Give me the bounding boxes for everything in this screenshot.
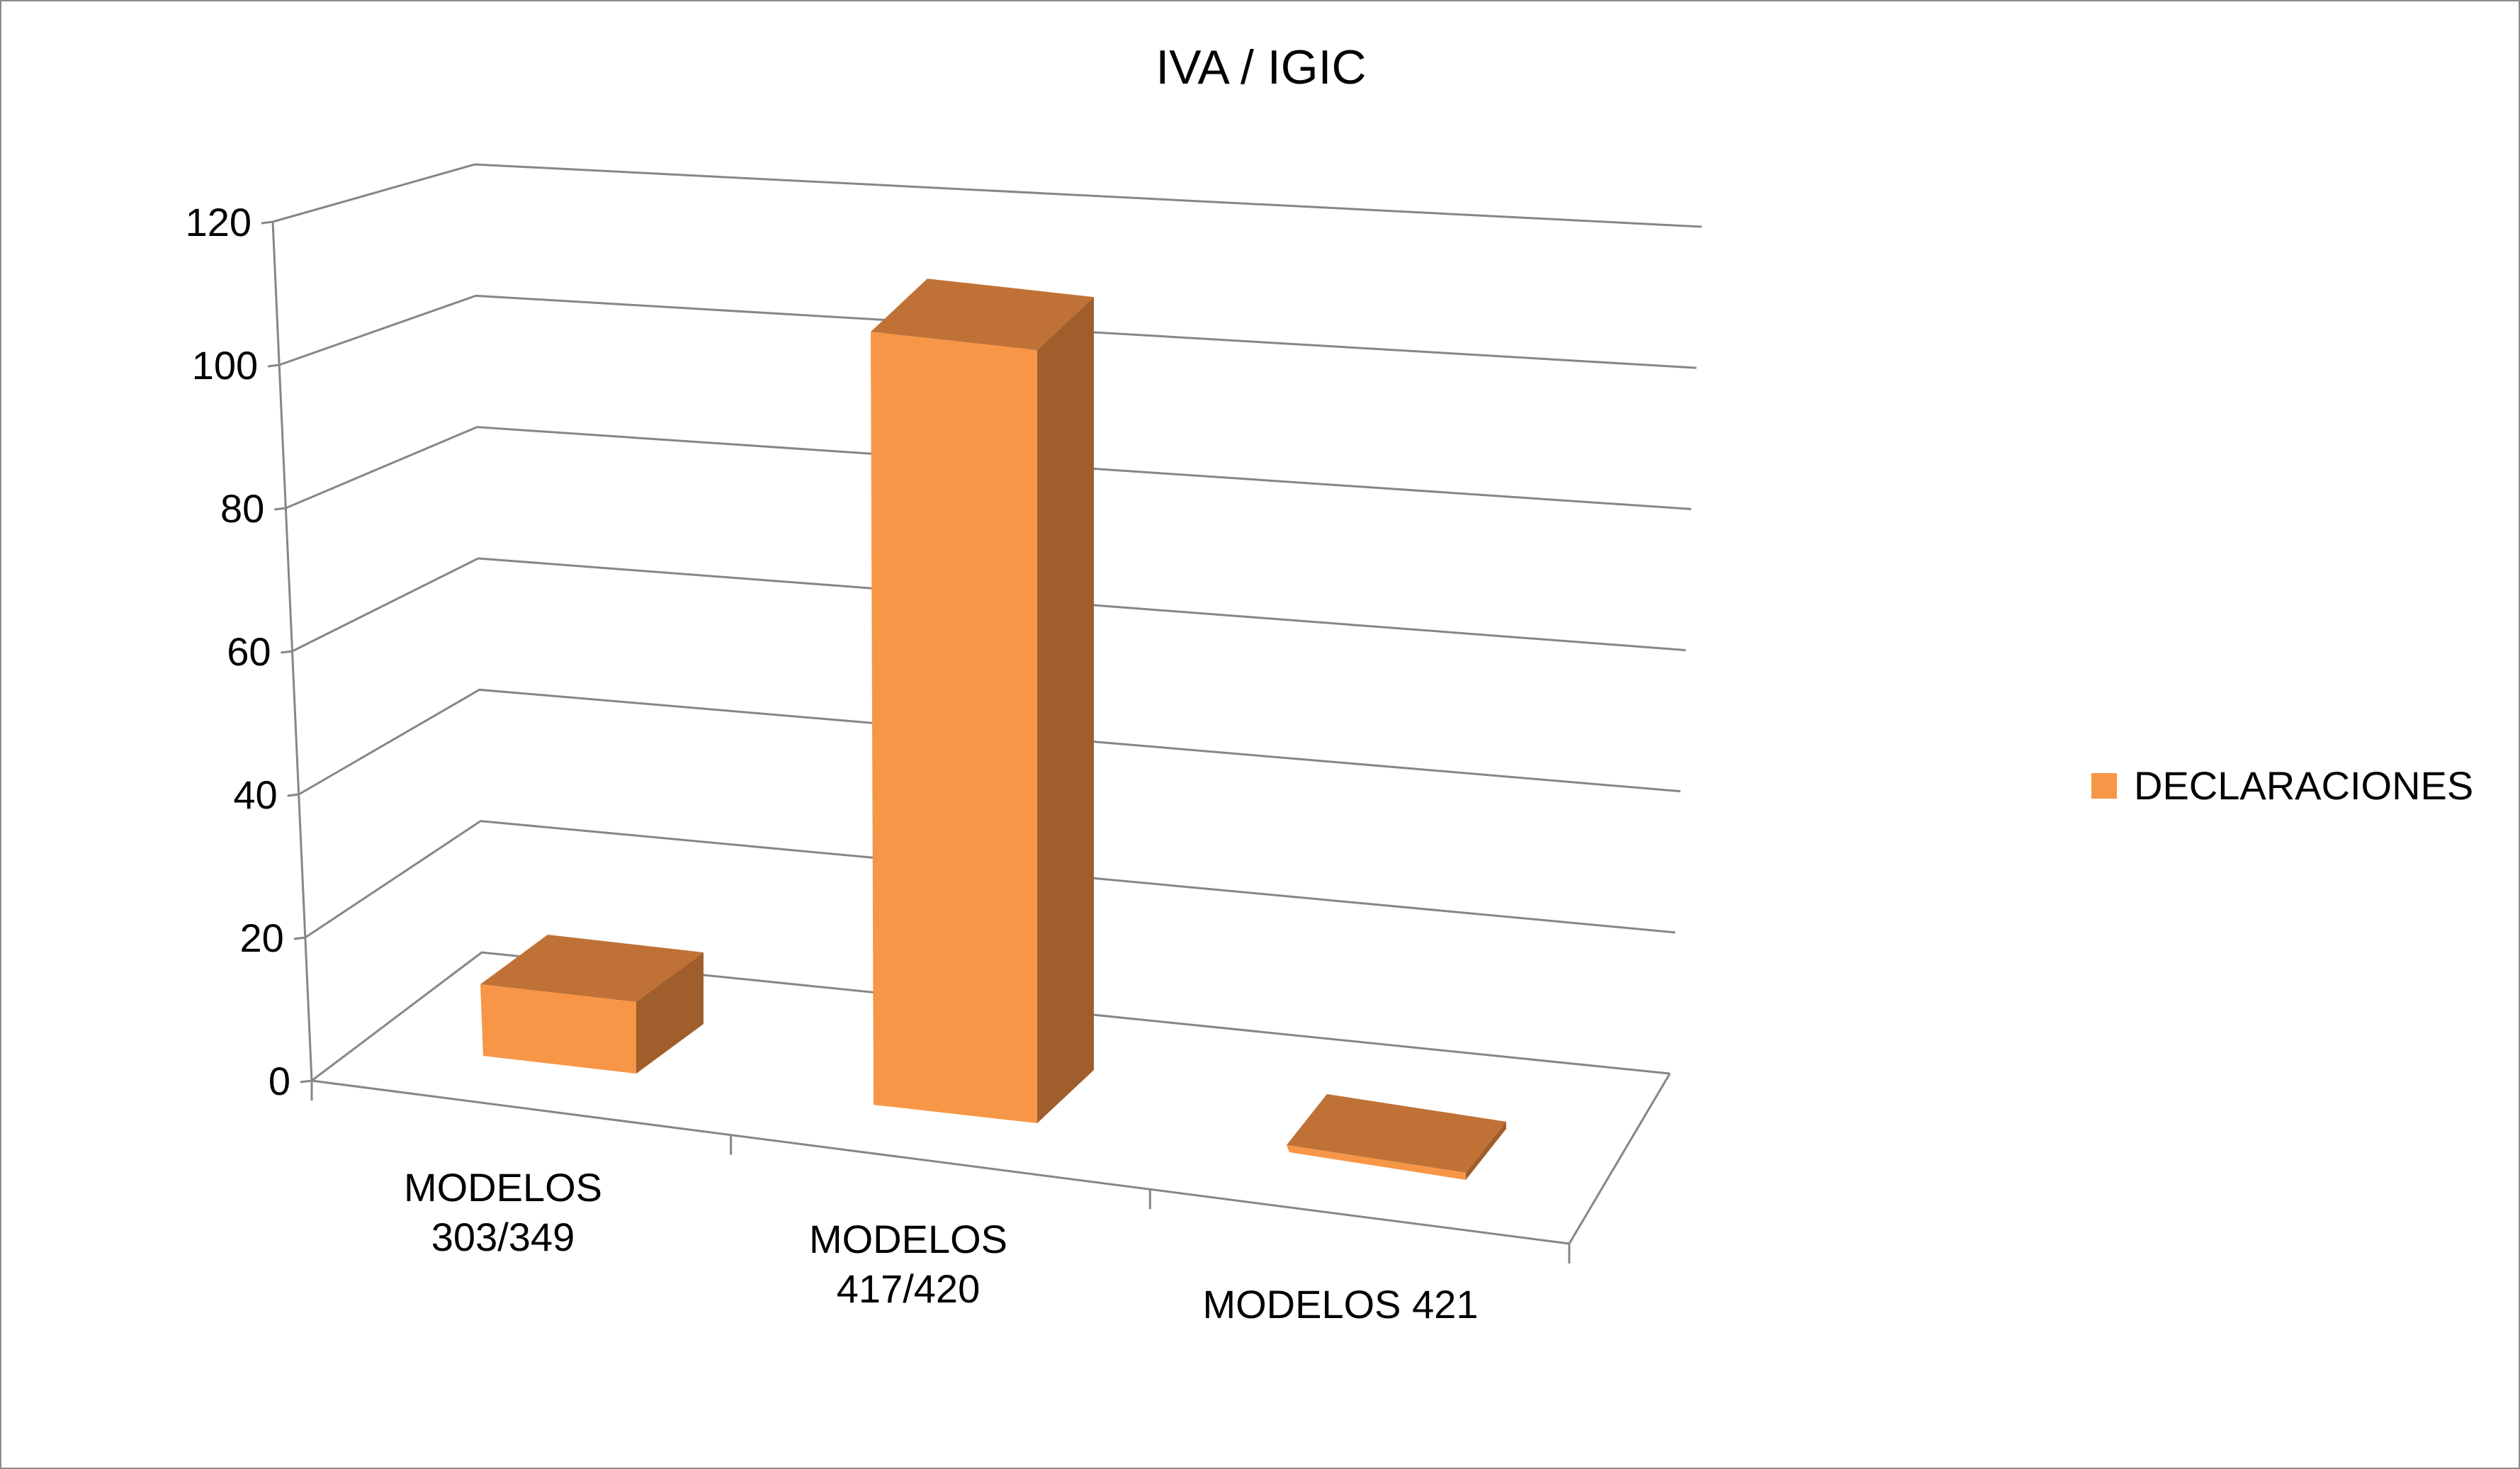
y-tick-label: 20 xyxy=(240,916,284,960)
floor-right-edge xyxy=(1568,1073,1671,1244)
y-tick-mark xyxy=(287,793,299,797)
y-tick-mark xyxy=(281,650,293,654)
gridline xyxy=(311,951,1671,1082)
label-layer: 0 20 40 60 80 100 120 MODELOS 303/349 MODELOS 417/… xyxy=(186,200,1479,1327)
bar-front-face xyxy=(1287,1144,1466,1180)
y-tick-mark xyxy=(274,507,286,511)
bar xyxy=(1287,1093,1506,1180)
bar-side-face xyxy=(1466,1121,1506,1180)
legend-label: DECLARACIONES xyxy=(2134,763,2474,808)
x-category-label: MODELOS 417/420 xyxy=(809,1217,1007,1311)
x-category-label-line: MODELOS xyxy=(404,1165,602,1210)
x-category-label-line: 303/349 xyxy=(431,1215,575,1259)
chart-title: IVA / IGIC xyxy=(1156,40,1366,94)
y-tick-label: 40 xyxy=(233,772,277,817)
y-tick-label: 100 xyxy=(192,343,258,388)
x-category-label-line: 417/420 xyxy=(837,1266,980,1311)
bar xyxy=(871,278,1094,1124)
y-tick-label: 80 xyxy=(220,486,264,531)
bar-front-face xyxy=(871,332,1037,1124)
x-category-label: MODELOS 303/349 xyxy=(404,1165,602,1259)
y-tick-mark xyxy=(300,1079,312,1084)
x-category-label-line: MODELOS 421 xyxy=(1202,1282,1478,1327)
bar xyxy=(480,935,704,1074)
gridline xyxy=(305,820,1676,939)
gridline xyxy=(285,426,1692,510)
gridline xyxy=(278,294,1697,369)
bar-top-face xyxy=(871,278,1094,351)
bar-front-face xyxy=(480,984,636,1074)
y-tick-label: 120 xyxy=(186,200,252,244)
y-tick-label: 0 xyxy=(269,1059,290,1103)
bar-side-face xyxy=(1037,297,1094,1124)
y-axis-line xyxy=(271,221,313,1081)
y-tick-mark xyxy=(261,220,273,225)
legend: DECLARACIONES xyxy=(2091,762,2473,809)
gridline xyxy=(291,557,1686,653)
bar-top-face xyxy=(1287,1093,1506,1173)
gridline xyxy=(298,688,1681,796)
bar-top-face xyxy=(480,935,704,1002)
legend-swatch xyxy=(2091,772,2117,799)
y-tick-mark xyxy=(293,936,306,940)
y-tick-mark xyxy=(267,364,280,368)
bar-side-face xyxy=(636,952,704,1074)
x-category-label: MODELOS 421 xyxy=(1202,1282,1478,1327)
x-category-label-line: MODELOS xyxy=(809,1217,1007,1261)
y-tick-label: 60 xyxy=(227,629,271,674)
gridline xyxy=(272,163,1702,228)
x-axis-line xyxy=(311,1079,1570,1245)
axis-layer xyxy=(261,220,1671,1263)
grid-layer xyxy=(272,163,1702,1082)
bar-layer xyxy=(480,278,1506,1180)
